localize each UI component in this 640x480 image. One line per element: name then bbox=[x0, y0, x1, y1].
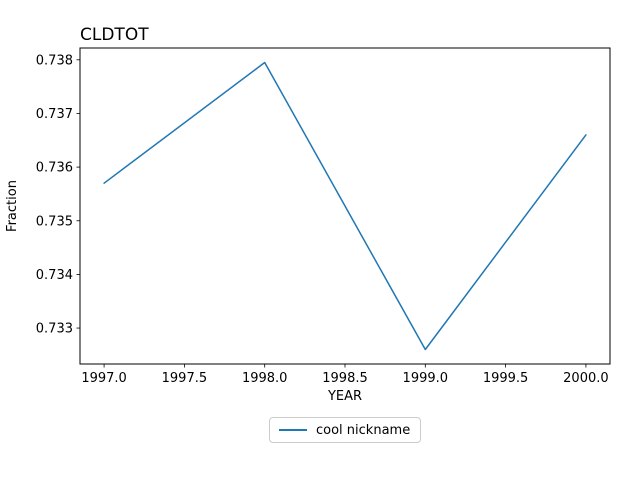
y-tick-label: 0.738 bbox=[36, 53, 73, 68]
legend: cool nickname bbox=[269, 417, 422, 443]
legend-line-sample-icon bbox=[279, 429, 307, 431]
legend-label: cool nickname bbox=[316, 422, 411, 438]
x-tick-label: 2000.0 bbox=[563, 371, 609, 386]
x-tick-label: 1997.5 bbox=[162, 371, 208, 386]
y-tick-label: 0.733 bbox=[36, 322, 73, 337]
y-tick-label: 0.734 bbox=[36, 268, 73, 283]
x-axis-label: YEAR bbox=[327, 389, 363, 404]
y-tick-label: 0.735 bbox=[36, 214, 73, 229]
y-tick-label: 0.737 bbox=[36, 107, 73, 122]
data-line bbox=[103, 61, 587, 351]
chart-title: CLDTOT bbox=[80, 25, 149, 45]
y-axis-label: Fraction bbox=[5, 180, 20, 232]
x-tick-label: 1998.0 bbox=[242, 371, 288, 386]
x-tick-label: 1997.0 bbox=[81, 371, 127, 386]
y-tick-label: 0.736 bbox=[36, 161, 73, 176]
x-tick-label: 1998.5 bbox=[322, 371, 368, 386]
x-tick-label: 1999.5 bbox=[483, 371, 529, 386]
x-tick-label: 1999.0 bbox=[403, 371, 449, 386]
